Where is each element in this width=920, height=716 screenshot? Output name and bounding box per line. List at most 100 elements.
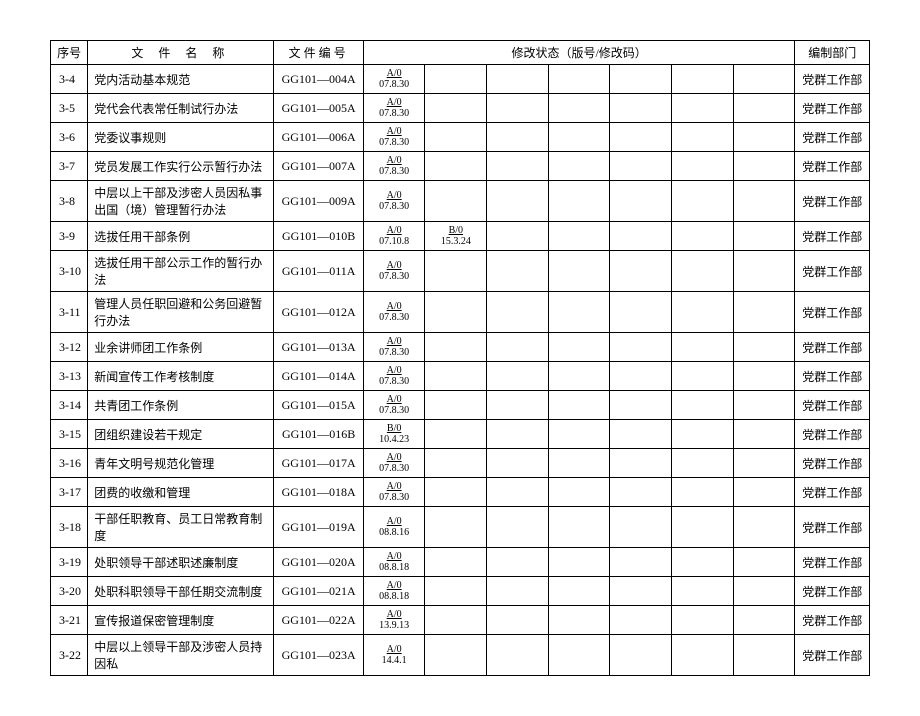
- cell-revision: [733, 333, 795, 362]
- cell-revision: [425, 251, 487, 292]
- cell-revision: A/007.8.30: [363, 391, 425, 420]
- cell-revision: [487, 292, 549, 333]
- cell-seq: 3-19: [51, 548, 88, 577]
- table-row: 3-18干部任职教育、员工日常教育制度GG101—019AA/008.8.16党…: [51, 507, 870, 548]
- cell-name: 中层以上干部及涉密人员因私事出国（境）管理暂行办法: [88, 181, 274, 222]
- rev-version: A/0: [368, 580, 421, 591]
- table-row: 3-10选拔任用干部公示工作的暂行办法GG101—011AA/007.8.30党…: [51, 251, 870, 292]
- cell-revision: [425, 333, 487, 362]
- cell-revision: [672, 292, 734, 333]
- cell-name: 团组织建设若干规定: [88, 420, 274, 449]
- cell-revision: [610, 635, 672, 676]
- cell-revision: [487, 548, 549, 577]
- cell-revision: [733, 420, 795, 449]
- cell-code: GG101—018A: [274, 478, 363, 507]
- cell-revision: [548, 391, 610, 420]
- cell-revision: [610, 152, 672, 181]
- cell-dept: 党群工作部: [795, 635, 870, 676]
- cell-dept: 党群工作部: [795, 478, 870, 507]
- cell-revision: [733, 251, 795, 292]
- cell-seq: 3-7: [51, 152, 88, 181]
- cell-revision: [548, 65, 610, 94]
- cell-revision: [548, 123, 610, 152]
- cell-revision: A/007.8.30: [363, 251, 425, 292]
- rev-date: 15.3.24: [429, 236, 482, 247]
- rev-version: A/0: [368, 155, 421, 166]
- cell-revision: [733, 478, 795, 507]
- cell-revision: [487, 507, 549, 548]
- cell-name: 干部任职教育、员工日常教育制度: [88, 507, 274, 548]
- cell-revision: [425, 449, 487, 478]
- cell-revision: [733, 449, 795, 478]
- header-name: 文 件 名 称: [88, 41, 274, 65]
- rev-version: A/0: [368, 190, 421, 201]
- cell-seq: 3-13: [51, 362, 88, 391]
- cell-revision: [733, 391, 795, 420]
- cell-revision: [610, 507, 672, 548]
- cell-revision: A/007.8.30: [363, 181, 425, 222]
- cell-revision: [672, 152, 734, 181]
- cell-dept: 党群工作部: [795, 65, 870, 94]
- cell-revision: A/007.8.30: [363, 123, 425, 152]
- header-status: 修改状态（版号/修改码）: [363, 41, 795, 65]
- cell-revision: [610, 478, 672, 507]
- rev-date: 08.8.18: [368, 562, 421, 573]
- cell-seq: 3-9: [51, 222, 88, 251]
- cell-revision: A/008.8.18: [363, 577, 425, 606]
- cell-revision: [733, 635, 795, 676]
- rev-version: A/0: [368, 365, 421, 376]
- cell-code: GG101—015A: [274, 391, 363, 420]
- cell-seq: 3-4: [51, 65, 88, 94]
- cell-dept: 党群工作部: [795, 94, 870, 123]
- cell-revision: [425, 507, 487, 548]
- rev-version: A/0: [368, 68, 421, 79]
- cell-revision: [548, 449, 610, 478]
- header-dept: 编制部门: [795, 41, 870, 65]
- rev-version: A/0: [368, 225, 421, 236]
- cell-dept: 党群工作部: [795, 333, 870, 362]
- cell-name: 党员发展工作实行公示暂行办法: [88, 152, 274, 181]
- cell-revision: [672, 222, 734, 251]
- cell-revision: B/010.4.23: [363, 420, 425, 449]
- cell-dept: 党群工作部: [795, 222, 870, 251]
- rev-date: 07.10.8: [368, 236, 421, 247]
- rev-date: 07.8.30: [368, 271, 421, 282]
- cell-dept: 党群工作部: [795, 362, 870, 391]
- cell-revision: [548, 548, 610, 577]
- rev-date: 07.8.30: [368, 137, 421, 148]
- cell-code: GG101—020A: [274, 548, 363, 577]
- rev-date: 07.8.30: [368, 79, 421, 90]
- cell-name: 中层以上领导干部及涉密人员持因私: [88, 635, 274, 676]
- rev-date: 10.4.23: [368, 434, 421, 445]
- cell-code: GG101—013A: [274, 333, 363, 362]
- cell-seq: 3-10: [51, 251, 88, 292]
- rev-version: A/0: [368, 260, 421, 271]
- cell-seq: 3-12: [51, 333, 88, 362]
- rev-date: 07.8.30: [368, 405, 421, 416]
- cell-revision: A/013.9.13: [363, 606, 425, 635]
- rev-version: B/0: [429, 225, 482, 236]
- cell-revision: [672, 251, 734, 292]
- cell-code: GG101—011A: [274, 251, 363, 292]
- cell-revision: A/007.8.30: [363, 449, 425, 478]
- cell-revision: [548, 333, 610, 362]
- cell-revision: [672, 391, 734, 420]
- header-code: 文件编号: [274, 41, 363, 65]
- cell-revision: [487, 391, 549, 420]
- cell-revision: [548, 577, 610, 606]
- cell-seq: 3-15: [51, 420, 88, 449]
- cell-name: 团费的收缴和管理: [88, 478, 274, 507]
- cell-revision: [610, 606, 672, 635]
- table-row: 3-8中层以上干部及涉密人员因私事出国（境）管理暂行办法GG101—009AA/…: [51, 181, 870, 222]
- cell-dept: 党群工作部: [795, 606, 870, 635]
- cell-revision: A/014.4.1: [363, 635, 425, 676]
- header-seq: 序号: [51, 41, 88, 65]
- cell-revision: [672, 548, 734, 577]
- table-row: 3-21宣传报道保密管理制度GG101—022AA/013.9.13党群工作部: [51, 606, 870, 635]
- cell-revision: [610, 577, 672, 606]
- cell-revision: [610, 449, 672, 478]
- cell-dept: 党群工作部: [795, 420, 870, 449]
- cell-revision: A/007.8.30: [363, 94, 425, 123]
- rev-date: 14.4.1: [368, 655, 421, 666]
- cell-revision: [610, 333, 672, 362]
